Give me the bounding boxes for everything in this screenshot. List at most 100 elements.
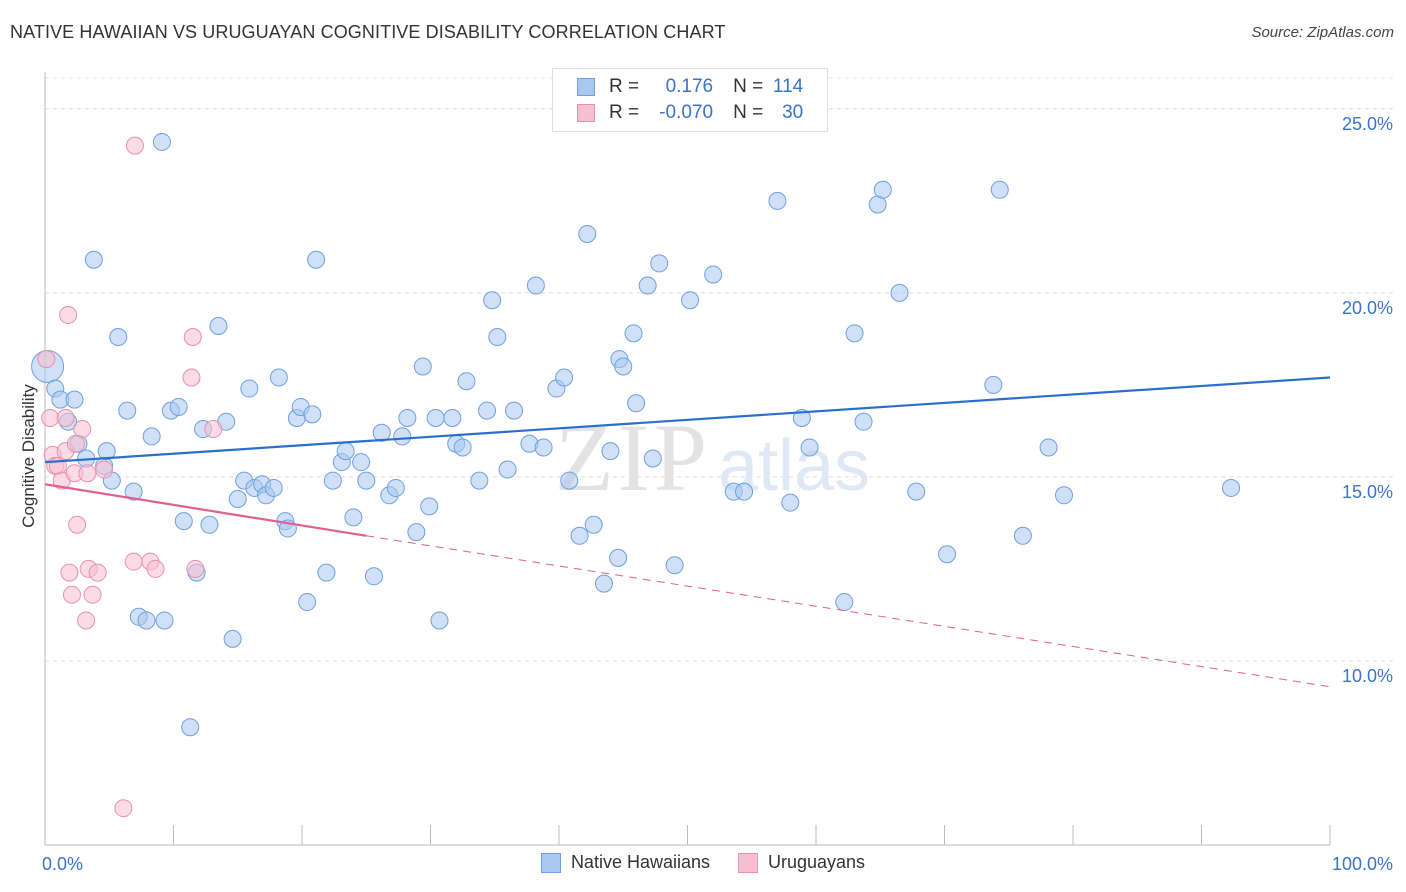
data-point	[264, 478, 283, 497]
data-point	[800, 438, 819, 457]
data-point	[125, 136, 144, 155]
data-point	[240, 379, 259, 398]
legend-swatch-blue	[540, 852, 561, 873]
legend-n-value: 30	[782, 102, 804, 123]
data-point	[152, 132, 171, 151]
data-point	[65, 390, 84, 409]
series-native-hawaiians	[31, 132, 1241, 737]
data-point	[430, 611, 449, 630]
legend-r-label: R =	[609, 102, 640, 123]
data-point	[873, 180, 892, 199]
data-point	[890, 283, 909, 302]
data-point	[352, 453, 371, 472]
legend-r-label: R =	[609, 76, 640, 97]
data-point	[835, 593, 854, 612]
data-point	[483, 291, 502, 310]
data-point	[372, 423, 391, 442]
data-point	[62, 585, 81, 604]
data-point	[303, 405, 322, 424]
data-point	[478, 401, 497, 420]
data-point	[601, 442, 620, 461]
data-point	[534, 438, 553, 457]
data-point	[181, 718, 200, 737]
data-point	[457, 372, 476, 391]
legend-r-value: -0.070	[659, 102, 714, 123]
data-point	[182, 368, 201, 387]
data-point	[1039, 438, 1058, 457]
data-point	[344, 508, 363, 527]
data-point	[118, 401, 137, 420]
y-tick-labels: 10.0% 15.0% 20.0% 25.0%	[1342, 114, 1393, 686]
data-point	[624, 324, 643, 343]
data-point	[413, 357, 432, 376]
data-point	[938, 545, 957, 564]
data-point	[907, 482, 926, 501]
source-label: Source: ZipAtlas.com	[1251, 24, 1394, 41]
legend-n-label: N =	[733, 102, 764, 123]
data-point	[470, 471, 489, 490]
watermark-zip: ZIP	[555, 404, 711, 511]
data-point	[681, 291, 700, 310]
data-point	[792, 409, 811, 428]
data-point	[146, 559, 165, 578]
legend-label-native-hawaiians: Native Hawaiians	[570, 852, 710, 872]
legend-n-label: N =	[733, 76, 764, 97]
data-point	[560, 471, 579, 490]
data-point	[735, 482, 754, 501]
data-point	[420, 497, 439, 516]
data-point	[336, 442, 355, 461]
data-point	[78, 464, 97, 483]
data-point	[555, 368, 574, 387]
watermark: ZIP atlas	[555, 404, 870, 511]
chart-title: NATIVE HAWAIIAN VS URUGUAYAN COGNITIVE D…	[10, 22, 726, 42]
trend-line-uruguayans	[44, 483, 367, 537]
data-point	[169, 397, 188, 416]
data-point	[88, 563, 107, 582]
data-point	[584, 515, 603, 534]
legend-item-native-hawaiians[interactable]: Native Hawaiians	[540, 852, 710, 873]
data-point	[269, 368, 288, 387]
data-point	[37, 350, 56, 369]
trend-lines	[44, 376, 1331, 688]
data-point	[1013, 526, 1032, 545]
data-point	[209, 316, 228, 335]
data-point	[704, 265, 723, 284]
data-point	[357, 471, 376, 490]
data-point	[155, 611, 174, 630]
legend-swatch-pink	[577, 104, 595, 122]
data-point	[200, 515, 219, 534]
data-point	[845, 324, 864, 343]
data-point	[594, 574, 613, 593]
data-point	[83, 585, 102, 604]
x-tick-labels: 0.0% 100.0%	[42, 854, 1393, 874]
data-point	[77, 611, 96, 630]
legend-r-value: 0.176	[665, 76, 714, 97]
data-point	[137, 611, 156, 630]
legend-row-native-hawaiians: R = 0.176 N = 114	[577, 75, 803, 99]
y-axis-label: Cognitive Disability	[19, 384, 38, 528]
data-point	[854, 412, 873, 431]
data-point	[307, 250, 326, 269]
data-point	[114, 799, 133, 818]
data-point	[990, 180, 1009, 199]
data-point	[627, 394, 646, 413]
data-point	[364, 567, 383, 586]
data-point	[443, 409, 462, 428]
data-point	[56, 409, 75, 428]
data-point	[124, 552, 143, 571]
data-point	[298, 593, 317, 612]
data-point	[124, 482, 143, 501]
data-point	[183, 328, 202, 347]
data-point	[386, 478, 405, 497]
data-point	[84, 250, 103, 269]
data-point	[68, 515, 87, 534]
data-point	[228, 489, 247, 508]
data-point	[768, 191, 787, 210]
data-point	[186, 559, 205, 578]
series-uruguayans	[37, 136, 223, 818]
data-point	[174, 512, 193, 531]
data-point	[1055, 486, 1074, 505]
legend-item-uruguayans[interactable]: Uruguayans	[738, 852, 865, 873]
data-point	[393, 427, 412, 446]
